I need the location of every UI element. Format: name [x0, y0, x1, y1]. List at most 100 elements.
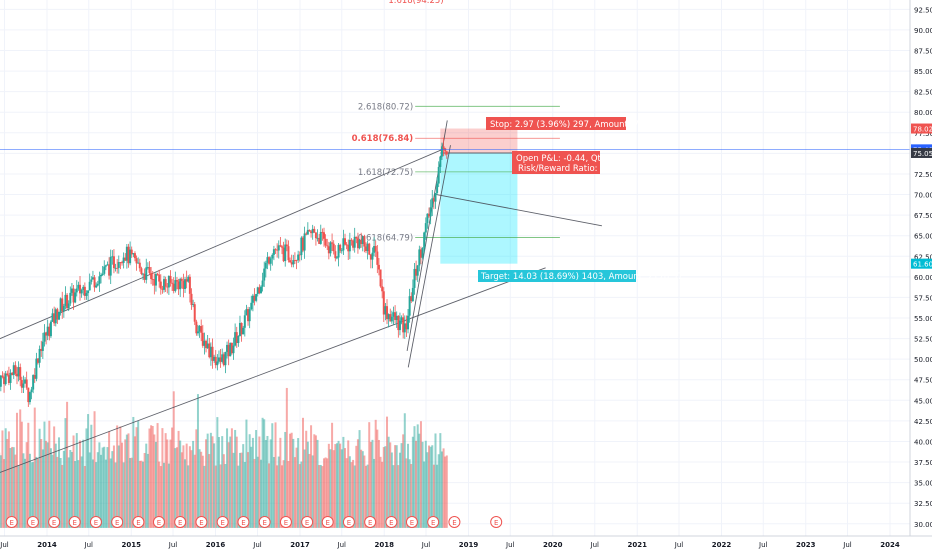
candle-body: [271, 254, 274, 259]
candle-body: [3, 376, 6, 385]
candle-body: [292, 260, 295, 265]
earnings-marker: [490, 516, 503, 528]
volume-bar: [324, 457, 327, 528]
volume-bar: [395, 445, 398, 528]
volume-bar: [444, 456, 447, 528]
volume-bar: [227, 442, 230, 528]
candle-body: [62, 305, 65, 312]
candle-body: [229, 342, 232, 357]
volume-bar: [187, 465, 190, 528]
earnings-markers[interactable]: EEEEEEEEEEEEEEEEEEEEEEEE: [0, 516, 503, 528]
candle-body: [365, 246, 368, 252]
volume-bar: [426, 452, 429, 528]
volume-bar: [264, 440, 267, 528]
volume-bar: [58, 437, 61, 528]
volume-bar: [54, 443, 57, 528]
volume-bar: [179, 440, 182, 528]
candle-body: [264, 262, 267, 269]
candle-body: [222, 354, 225, 366]
earnings-marker-label: E: [136, 519, 140, 527]
price-tag-box: [911, 258, 932, 269]
candle-body: [103, 266, 106, 274]
volume-bar: [337, 440, 340, 528]
candle-body: [227, 344, 230, 357]
price-tick-label: 70.00: [914, 192, 932, 200]
volume-bar: [230, 428, 233, 528]
candle-body: [213, 356, 216, 361]
candle-body: [166, 286, 169, 288]
candle-body: [261, 280, 264, 287]
earnings-marker-label: E: [262, 519, 266, 527]
volume-bar: [321, 466, 324, 528]
candle-body: [276, 249, 279, 251]
candle-body: [313, 228, 316, 233]
volume-bar: [201, 455, 204, 528]
volume-bar: [96, 452, 99, 528]
price-axis[interactable]: 92.5090.0087.5085.0082.5080.0077.5075.00…: [909, 0, 932, 536]
candle-body: [327, 246, 330, 254]
volume-bar: [161, 428, 164, 528]
candle-body: [400, 317, 403, 321]
candle-body: [32, 375, 35, 390]
volume-bar: [85, 428, 88, 528]
candle-body: [428, 213, 431, 217]
volume-bar: [235, 436, 238, 528]
volume-bar: [381, 461, 384, 528]
volume-bar: [329, 449, 332, 528]
volume-bar: [335, 443, 338, 528]
volume-bar: [33, 407, 36, 528]
candle-body: [138, 262, 141, 269]
price-tick-label: 65.00: [914, 233, 932, 241]
volume-bar: [407, 443, 410, 528]
volume-bar: [122, 462, 125, 528]
time-axis[interactable]: Jul 2014 Jul 2015 Jul 2016 Jul 2017 Jul 2018 Jul 20…: [0, 535, 932, 550]
candle-body: [277, 245, 280, 251]
candle-body: [377, 264, 380, 270]
volume-bar: [49, 448, 52, 528]
long-short-position-tool[interactable]: [440, 128, 518, 264]
candle-body: [198, 326, 201, 332]
volume-bar: [261, 417, 264, 528]
candle-body: [66, 294, 69, 309]
fib-level-label: 0.618(64.79): [358, 233, 413, 243]
price-tick-label: 35.00: [914, 480, 932, 488]
candle-body: [247, 309, 250, 322]
candle-body: [289, 260, 292, 263]
volume-bar: [104, 459, 107, 528]
volume-bar: [153, 434, 156, 528]
candle-body: [322, 232, 325, 239]
volume-bar: [268, 463, 271, 528]
volume-bar: [138, 460, 141, 528]
candle-body: [7, 375, 10, 383]
volume-bar: [308, 453, 311, 528]
time-tick-label: 2020: [543, 541, 563, 549]
trend-line: [0, 267, 546, 473]
candle-body: [419, 249, 422, 258]
volume-bar: [159, 466, 162, 528]
candle-body: [258, 287, 261, 293]
volume-bar: [313, 434, 316, 528]
volume-bar: [154, 441, 157, 528]
candle-body: [395, 315, 398, 320]
candle-body: [303, 233, 306, 251]
earnings-marker: [364, 516, 377, 528]
candle-body: [411, 287, 414, 302]
candle-body: [352, 240, 355, 248]
candle-body: [41, 341, 44, 351]
candle-body: [172, 283, 175, 291]
volume-bar: [350, 462, 353, 528]
volume-bar: [217, 437, 220, 528]
candle-body: [161, 288, 164, 290]
candle-body: [415, 268, 418, 276]
candle-body: [295, 260, 298, 261]
price-tick-label: 52.50: [914, 336, 932, 344]
trend-lines[interactable]: [0, 120, 603, 476]
candle-body: [208, 343, 211, 358]
volume-bar: [185, 443, 188, 528]
chart-grid: [0, 0, 910, 536]
candle-body: [334, 251, 337, 259]
volume-bar: [184, 459, 187, 528]
candle-body: [403, 323, 406, 333]
volume-bar: [442, 448, 445, 528]
